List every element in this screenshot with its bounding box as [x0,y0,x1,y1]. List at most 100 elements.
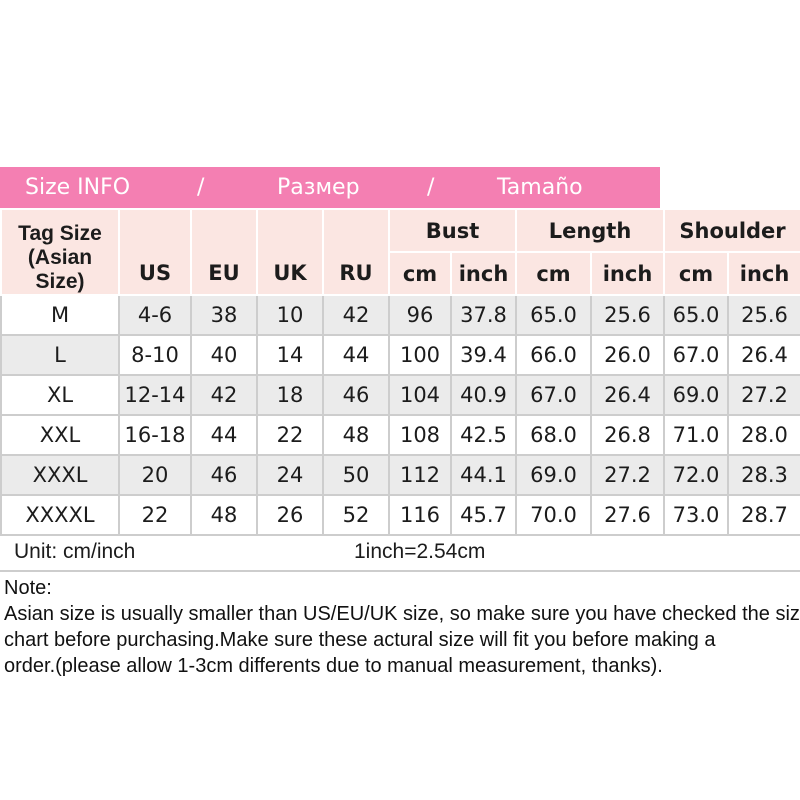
shoulder-cm-subheader: cm [663,251,730,296]
size-value-cell: 27.6 [589,494,666,536]
inch-conversion-note: 1inch=2.54cm [354,540,486,563]
size-value-cell: 72.0 [663,454,730,496]
size-value-cell: 26 [256,494,324,536]
banner-label-spanish: Tamaño [497,175,583,200]
bust-group-header: Bust [388,208,517,253]
note-line: chart before purchasing.Make sure these … [4,629,716,651]
size-value-cell: 26.8 [589,414,666,456]
size-value-cell: 18 [256,374,324,416]
note-title: Note: [4,577,52,599]
size-row: XXXXL 22 48 26 52 116 45.7 70.0 27.6 73.0 28.7 [0,494,800,536]
size-value-cell: 50 [322,454,390,496]
size-value-cell: 46 [190,454,258,496]
shoulder-group-header: Shoulder [663,208,800,253]
size-value-cell: 44 [190,414,258,456]
size-value-cell: 96 [388,294,452,336]
tag-size-cell: XXXL [0,454,120,496]
size-table: Tag Size (Asian Size) US EU UK RU Bust L… [0,208,800,536]
length-cm-subheader: cm [515,251,592,296]
size-value-cell: 67.0 [515,374,592,416]
size-value-cell: 8-10 [118,334,192,376]
size-value-cell: 27.2 [589,454,666,496]
eu-column-header: EU [190,208,258,296]
size-value-cell: 67.0 [663,334,730,376]
size-value-cell: 65.0 [515,294,592,336]
size-value-cell: 104 [388,374,452,416]
size-row: XXL 16-18 44 22 48 108 42.5 68.0 26.8 71.0 28.0 [0,414,800,456]
banner-label-english: Size INFO [25,175,131,200]
note-line: Asian size is usually smaller than US/EU… [4,603,800,625]
size-value-cell: 40.9 [450,374,517,416]
size-value-cell: 20 [118,454,192,496]
size-value-cell: 40 [190,334,258,376]
shoulder-inch-subheader: inch [727,251,800,296]
size-value-cell: 68.0 [515,414,592,456]
length-group-header: Length [514,208,666,253]
note-block: Note: Asian size is usually smaller than… [4,575,800,679]
note-lines: Asian size is usually smaller than US/EU… [4,601,800,679]
tag-size-cell: XL [0,374,120,416]
us-column-header: US [118,208,192,296]
bust-inch-subheader: inch [450,251,517,296]
size-value-cell: 69.0 [515,454,592,496]
size-value-cell: 38 [190,294,258,336]
size-value-cell: 46 [322,374,390,416]
length-inch-subheader: inch [589,251,666,296]
uk-column-header: UK [256,208,324,296]
size-value-cell: 26.0 [589,334,666,376]
size-value-cell: 70.0 [515,494,592,536]
table-header-row-groups: Tag Size (Asian Size) US EU UK RU Bust L… [0,208,800,296]
tag-size-cell: M [0,294,120,336]
size-value-cell: 4-6 [118,294,192,336]
size-value-cell: 14 [256,334,324,376]
size-value-cell: 112 [388,454,452,496]
banner-separator-slash: / [427,175,435,200]
ru-column-header: RU [322,208,390,296]
size-value-cell: 42 [322,294,390,336]
size-value-cell: 27.2 [727,374,800,416]
size-value-cell: 48 [190,494,258,536]
size-value-cell: 42 [190,374,258,416]
unit-footer-row: Unit: cm/inch 1inch=2.54cm [0,536,800,572]
size-value-cell: 73.0 [663,494,730,536]
tag-size-cell: XXL [0,414,120,456]
size-row: XL 12-14 42 18 46 104 40.9 67.0 26.4 69.0 27.2 [0,374,800,416]
size-value-cell: 37.8 [450,294,517,336]
size-value-cell: 65.0 [663,294,730,336]
note-line: order.(please allow 1-3cm differents due… [4,655,663,677]
tag-size-cell: L [0,334,120,376]
size-value-cell: 45.7 [450,494,517,536]
size-value-cell: 44 [322,334,390,376]
size-value-cell: 48 [322,414,390,456]
size-value-cell: 26.4 [589,374,666,416]
size-value-cell: 25.6 [727,294,800,336]
banner-label-russian: Размер [277,175,360,200]
size-value-cell: 24 [256,454,324,496]
size-value-cell: 71.0 [663,414,730,456]
size-value-cell: 42.5 [450,414,517,456]
bust-cm-subheader: cm [388,251,452,296]
size-value-cell: 12-14 [118,374,192,416]
size-value-cell: 22 [256,414,324,456]
unit-label: Unit: cm/inch [14,540,136,563]
size-info-banner: Size INFO / Размер / Tamaño [0,167,660,208]
tag-size-cell: XXXXL [0,494,120,536]
size-value-cell: 108 [388,414,452,456]
banner-separator-slash: / [197,175,205,200]
size-row: L 8-10 40 14 44 100 39.4 66.0 26.0 67.0 26.4 [0,334,800,376]
size-value-cell: 26.4 [727,334,800,376]
size-value-cell: 66.0 [515,334,592,376]
size-value-cell: 28.3 [727,454,800,496]
tag-size-header: Tag Size (Asian Size) [0,208,120,296]
size-row: XXXL 20 46 24 50 112 44.1 69.0 27.2 72.0 28.3 [0,454,800,496]
size-value-cell: 28.0 [727,414,800,456]
size-value-cell: 69.0 [663,374,730,416]
tag-size-header-line2: (Asian Size) [27,246,93,293]
size-chart-content: Size INFO / Размер / Tamaño Tag Size (As… [0,167,800,679]
size-value-cell: 22 [118,494,192,536]
size-value-cell: 116 [388,494,452,536]
table-header-row-units: cm inch cm inch cm inch [1,251,800,296]
size-value-cell: 39.4 [450,334,517,376]
size-value-cell: 28.7 [727,494,800,536]
